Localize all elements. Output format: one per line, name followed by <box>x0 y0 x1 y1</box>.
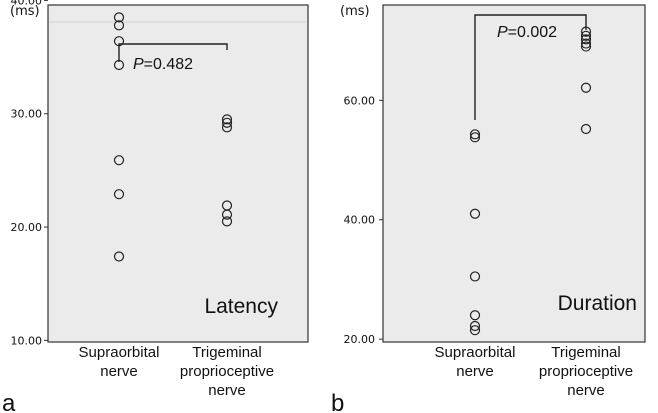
data-point <box>113 189 125 200</box>
panel-b: 20.00 40.00 60.00 (ms) P=0.002 Duration Suprao… <box>331 4 646 413</box>
data-point <box>580 38 592 49</box>
category-label: proprioceptive <box>539 363 633 380</box>
data-point <box>469 271 481 282</box>
y-tick-label: 20.00 <box>11 221 43 234</box>
data-point <box>580 123 592 135</box>
p-value-label: P=0.002 <box>497 24 557 41</box>
p-value-label: P=0.482 <box>133 56 193 73</box>
data-point <box>113 251 125 262</box>
category-label: nerve <box>208 382 246 399</box>
data-point <box>580 41 592 52</box>
y-tick-label: 60.00 <box>344 94 376 107</box>
y-tick-label: 20.00 <box>344 333 376 346</box>
data-point <box>221 209 233 220</box>
data-point <box>113 20 125 31</box>
panel-title: Latency <box>204 295 278 318</box>
data-point <box>221 216 233 227</box>
data-point <box>469 320 481 332</box>
p-value-symbol: P <box>133 56 144 73</box>
panel-letter: a <box>2 390 16 413</box>
unit-label: (ms) <box>340 4 370 19</box>
category-label: Supraorbital <box>79 344 160 361</box>
panel-letter: b <box>331 390 344 413</box>
data-point <box>221 117 233 128</box>
data-point <box>113 36 125 47</box>
p-value-text: =0.482 <box>144 56 193 73</box>
data-point <box>221 114 233 125</box>
data-point <box>113 12 125 23</box>
data-point <box>580 34 592 45</box>
p-value-text: =0.002 <box>508 24 557 41</box>
significance-bracket <box>474 14 587 120</box>
category-label: Trigeminal <box>192 344 261 361</box>
data-point <box>469 310 481 321</box>
category-label: nerve <box>100 363 138 380</box>
category-label: proprioceptive <box>180 363 274 380</box>
data-point <box>469 129 481 140</box>
data-point <box>221 122 233 133</box>
data-point <box>469 325 481 336</box>
data-point <box>113 155 125 166</box>
category-label: nerve <box>567 382 605 399</box>
data-point <box>580 30 592 41</box>
plot-area <box>47 4 309 343</box>
data-point <box>469 208 481 219</box>
y-tick-label: 40.00 <box>11 0 43 7</box>
y-tick-label: 30.00 <box>11 108 43 121</box>
category-label: Trigeminal <box>551 344 620 361</box>
unit-label: (ms) <box>10 4 40 19</box>
y-tick-label: 10.00 <box>11 334 43 347</box>
y-tick-label: 40.00 <box>344 214 376 227</box>
category-label: Supraorbital <box>435 344 516 361</box>
panel-a: 10.00 20.00 30.00 40.00(ms) P=0.482 Latency Su… <box>2 0 309 413</box>
data-point <box>469 132 481 143</box>
plot-area <box>382 4 646 343</box>
data-point <box>113 59 125 71</box>
p-value-symbol: P <box>497 24 508 41</box>
panel-title: Duration <box>558 292 637 315</box>
data-point <box>580 82 592 93</box>
data-point <box>580 26 592 37</box>
significance-bracket <box>118 43 228 62</box>
category-label: nerve <box>456 363 494 380</box>
